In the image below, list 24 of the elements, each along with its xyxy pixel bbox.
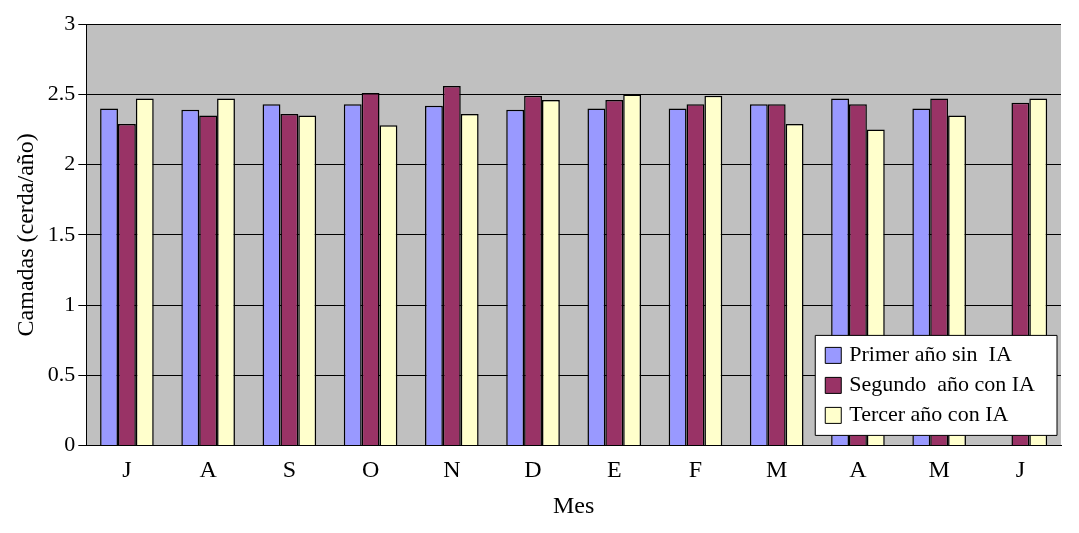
x-tick-label: J — [1015, 456, 1026, 483]
x-tick-label: O — [361, 456, 380, 483]
x-tick-label: S — [282, 456, 297, 483]
y-axis-title: Camadas (cerda/año) — [11, 133, 38, 337]
x-axis-title: Mes — [552, 491, 595, 518]
y-tick-label: 2.5 — [47, 80, 76, 106]
x-tick-label: J — [122, 456, 132, 483]
y-tick-label: 3 — [64, 9, 76, 35]
y-tick-label: 0.5 — [47, 360, 76, 386]
y-tick-label: 2 — [64, 150, 76, 176]
legend-label: Tercer año con IA — [849, 401, 1009, 427]
x-tick-label: F — [688, 456, 703, 483]
x-tick-label: M — [928, 456, 950, 483]
y-tick-label: 1.5 — [47, 220, 76, 246]
legend-label: Segundo año con IA — [849, 371, 1036, 397]
x-tick-label: D — [524, 456, 542, 483]
x-tick-label: N — [443, 456, 461, 483]
x-tick-label: E — [606, 456, 622, 483]
x-tick-label: M — [766, 456, 788, 483]
x-tick-label: A — [199, 456, 218, 483]
y-tick-label: 1 — [64, 290, 76, 316]
y-tick-label: 0 — [64, 431, 76, 457]
x-tick-label: A — [849, 456, 868, 483]
legend-label: Primer año sin IA — [849, 341, 1012, 367]
